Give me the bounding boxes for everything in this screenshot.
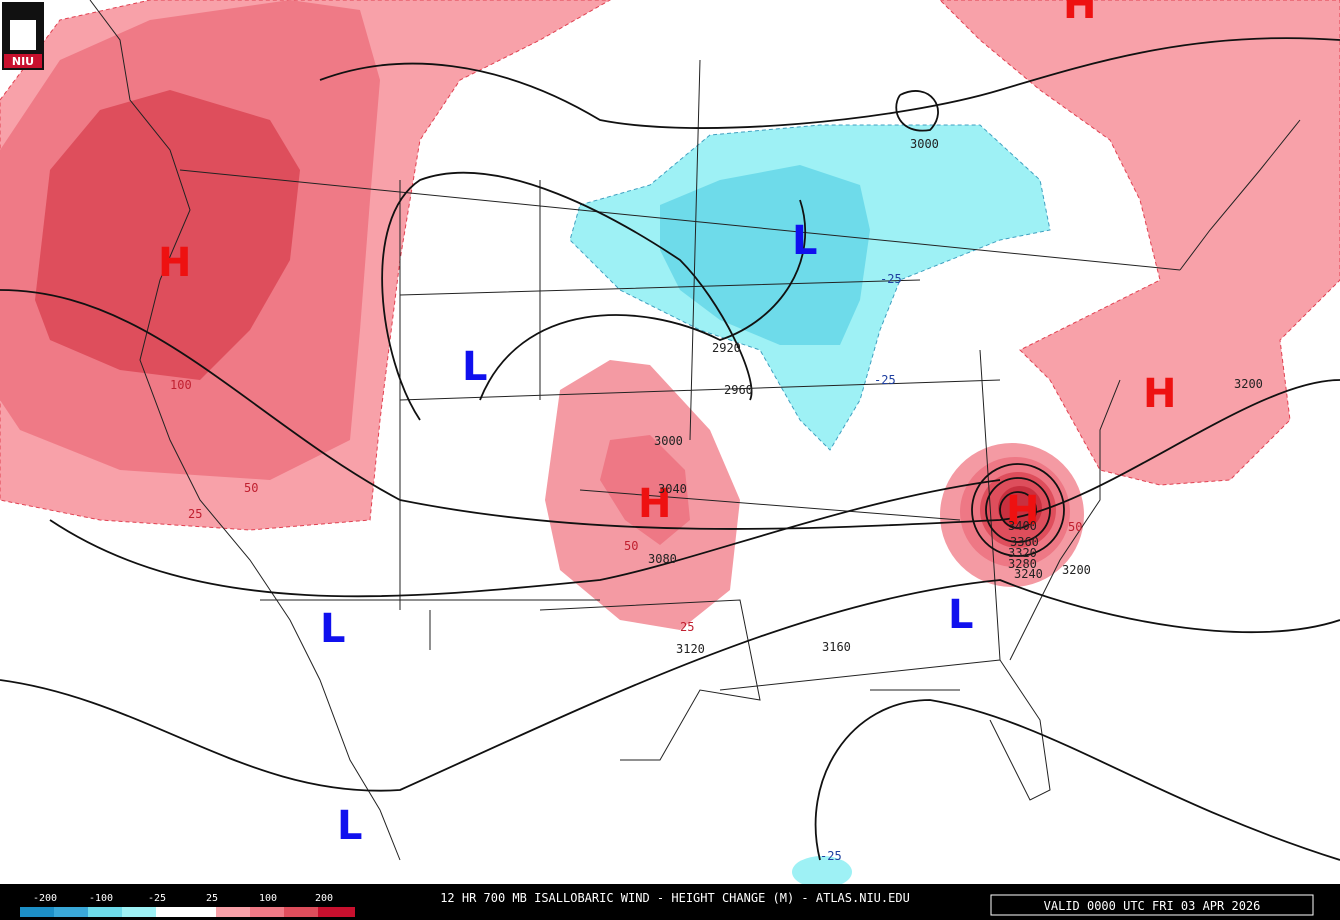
- shade-label: 50: [624, 539, 638, 553]
- high: H: [1006, 488, 1039, 534]
- contour-label: 3280: [1008, 557, 1037, 571]
- geography: [89, 0, 1301, 861]
- contours: [0, 37, 1340, 861]
- low: L: [948, 592, 974, 638]
- map-title: 12 HR 700 MB ISALLOBARIC WIND - HEIGHT C…: [440, 891, 910, 905]
- contour-label: 3360: [1010, 535, 1039, 549]
- valid-box: [990, 894, 1314, 916]
- shade-label: 50: [1068, 520, 1082, 534]
- shading: [0, 0, 1340, 888]
- contour-label: 3240: [1014, 567, 1043, 581]
- contour-label: 3400: [1008, 519, 1037, 533]
- contour-label: 3080: [648, 552, 677, 566]
- logo-text: NIU: [12, 55, 34, 68]
- shade-label: 50: [244, 481, 258, 495]
- contour-labels: 3000 2920 2960 3000 3040 3080 3120 3160 …: [170, 137, 1263, 863]
- contour-label: 3000: [910, 137, 939, 151]
- valid-time: VALID 0000 UTC FRI 03 APR 2026: [1044, 899, 1261, 913]
- legend-label: -200: [33, 893, 57, 904]
- contour-label: 3160: [822, 640, 851, 654]
- legend-label: 25: [206, 893, 218, 904]
- contour-label: 3320: [1008, 546, 1037, 560]
- shade-label: 25: [680, 620, 694, 634]
- low: L: [462, 344, 488, 390]
- low: L: [792, 218, 818, 264]
- shade-label: -25: [880, 272, 902, 286]
- high: H: [158, 240, 191, 286]
- shade-label: -25: [874, 373, 896, 387]
- shade-label: 100: [170, 378, 192, 392]
- contour-label: 3200: [1234, 377, 1263, 391]
- shade-label: -25: [820, 849, 842, 863]
- high: H: [1063, 0, 1096, 28]
- legend: -200 -100 -25 25 100 200: [20, 893, 355, 917]
- legend-label: -25: [148, 893, 166, 904]
- legend-label: 100: [259, 893, 277, 904]
- contour-label: 2960: [724, 383, 753, 397]
- high: H: [638, 481, 671, 527]
- contour-label: 2920: [712, 341, 741, 355]
- low: L: [320, 606, 346, 652]
- legend-label: 200: [315, 893, 333, 904]
- legend-label: -100: [89, 893, 113, 904]
- logo: NIU: [2, 2, 44, 70]
- high: H: [1143, 371, 1176, 417]
- shade-label: 25: [188, 507, 202, 521]
- contour-label: 3040: [658, 482, 687, 496]
- low: L: [337, 803, 363, 849]
- contour-label: 3120: [676, 642, 705, 656]
- contour-label: 3000: [654, 434, 683, 448]
- contour-label: 3200: [1062, 563, 1091, 577]
